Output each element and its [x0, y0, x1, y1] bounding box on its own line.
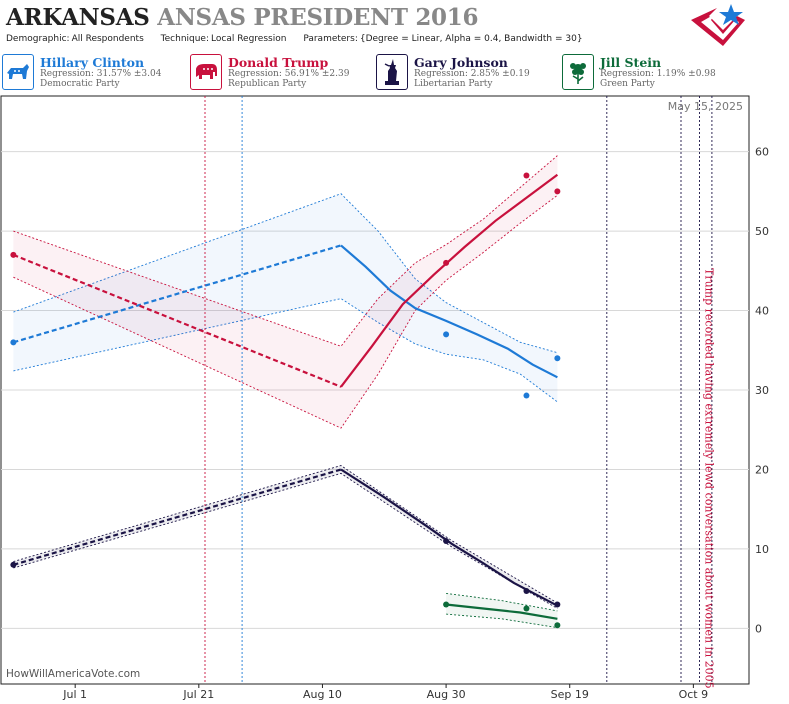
trend-dashed-2 — [13, 468, 342, 566]
band-upper-0 — [13, 193, 558, 354]
donkey-icon — [2, 54, 34, 90]
demographic-value: All Respondents — [71, 34, 144, 44]
poll-point — [554, 601, 561, 608]
technique-value: Local Regression — [211, 34, 287, 44]
y-tick-label: 40 — [755, 305, 769, 318]
poll-point — [443, 601, 450, 608]
candidate-regression: Regression: 31.57% ±3.04 — [40, 69, 162, 79]
poll-point — [443, 331, 450, 338]
x-tick-label: Jul 1 — [62, 688, 87, 701]
event-annotation: Trump recorded having extremely lewd con… — [703, 268, 716, 689]
poll-point — [523, 392, 530, 399]
trend-dashed-0 — [13, 244, 342, 344]
band-upper-1 — [13, 155, 558, 347]
candidate-party: Republican Party — [228, 79, 307, 89]
legend-stein: Jill Stein Regression: 1.19% ±0.98 Green… — [562, 54, 742, 92]
poll-point — [554, 188, 561, 195]
date-label: May 15, 2025 — [668, 100, 743, 113]
confidence-band-1 — [13, 155, 558, 429]
y-tick-label: 20 — [755, 463, 769, 476]
candidate-name: Hillary Clinton — [40, 55, 145, 70]
candidate-regression: Regression: 2.85% ±0.19 — [414, 69, 530, 79]
y-tick-label: 60 — [755, 146, 769, 159]
confidence-band-0 — [13, 193, 558, 402]
trend-line-3 — [445, 603, 558, 620]
candidate-party: Libertarian Party — [414, 79, 493, 89]
y-tick-label: 0 — [755, 622, 762, 635]
candidate-name: Jill Stein — [600, 55, 662, 70]
y-tick-label: 50 — [755, 225, 769, 238]
chart-title: ARKANSAS ANSAS PRESIDENT 2016 — [6, 4, 478, 31]
poll-point — [443, 259, 450, 266]
trend-dashed-1 — [12, 253, 342, 388]
poll-point — [10, 339, 17, 346]
candidate-name: Gary Johnson — [414, 55, 508, 70]
trend-line-1 — [340, 173, 559, 388]
trend-line-2 — [340, 468, 558, 607]
poll-point — [523, 588, 530, 595]
band-lower-3 — [446, 613, 558, 629]
candidate-legend: Hillary Clinton Regression: 31.57% ±3.04… — [0, 54, 789, 94]
candidate-regression: Regression: 1.19% ±0.98 — [600, 69, 716, 79]
x-tick-label: Sep 19 — [551, 688, 589, 701]
candidate-party: Democratic Party — [40, 79, 120, 89]
liberty-statue-icon — [376, 54, 408, 90]
trend-line-0 — [340, 244, 558, 379]
candidate-name: Donald Trump — [228, 55, 329, 70]
band-lower-1 — [13, 194, 558, 429]
x-tick-label: Aug 30 — [427, 688, 466, 701]
band-lower-0 — [13, 298, 558, 403]
demographic-label: Demographic: — [6, 34, 70, 44]
candidate-party: Green Party — [600, 79, 655, 89]
poll-point — [10, 561, 17, 568]
band-upper-3 — [446, 592, 558, 612]
legend-johnson: Gary Johnson Regression: 2.85% ±0.19 Lib… — [376, 54, 556, 92]
x-tick-label: Oct 9 — [679, 688, 709, 701]
x-tick-label: Jul 21 — [182, 688, 214, 701]
x-tick-label: Aug 10 — [303, 688, 342, 701]
chart-header: ARKANSAS ANSAS PRESIDENT 2016 Demographi… — [0, 0, 789, 48]
title-race: ANSAS PRESIDENT 2016 — [157, 4, 479, 31]
parameters-label: Parameters: — [303, 34, 358, 44]
technique-label: Technique: — [160, 34, 210, 44]
site-watermark: HowWillAmericaVote.com — [6, 668, 141, 680]
star-flag-logo-icon — [691, 4, 745, 46]
parameters-line: Demographic: All Respondents Technique: Lo… — [6, 34, 597, 44]
candidate-regression: Regression: 56.91% ±2.39 — [228, 69, 350, 79]
poll-point — [523, 605, 530, 612]
poll-point — [443, 537, 450, 544]
y-tick-label: 30 — [755, 384, 769, 397]
legend-clinton: Hillary Clinton Regression: 31.57% ±3.04… — [2, 54, 182, 92]
poll-point — [523, 172, 530, 179]
title-state: ARKANSAS — [6, 4, 150, 31]
elephant-icon — [190, 54, 222, 90]
poll-point — [554, 355, 561, 362]
parameters-value: {Degree = Linear, Alpha = 0.4, Bandwidth… — [359, 34, 583, 44]
poll-point — [554, 622, 561, 629]
poll-point — [10, 251, 17, 258]
band-upper-2 — [13, 465, 558, 604]
flower-icon — [562, 54, 594, 90]
legend-trump: Donald Trump Regression: 56.91% ±2.39 Re… — [190, 54, 370, 92]
y-tick-label: 10 — [755, 543, 769, 556]
